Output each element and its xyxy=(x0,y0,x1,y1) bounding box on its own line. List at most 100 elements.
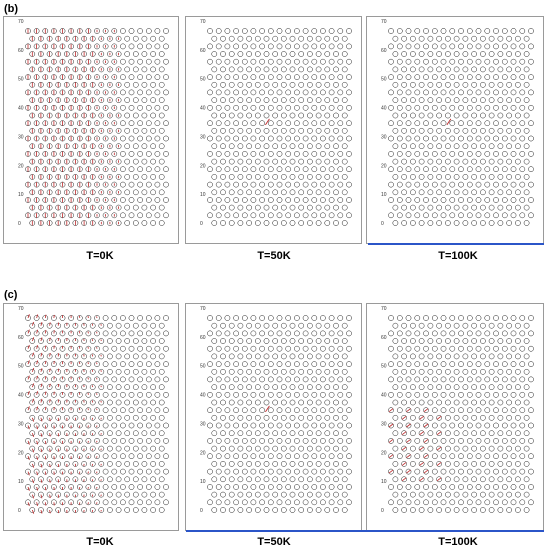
atom-marker xyxy=(128,58,135,65)
atom-marker xyxy=(528,166,534,173)
atom-marker xyxy=(207,315,213,321)
atom-marker xyxy=(519,468,526,475)
atom-marker xyxy=(445,445,451,452)
atom-marker xyxy=(311,28,318,34)
atom-marker xyxy=(453,414,460,421)
atom-marker xyxy=(42,453,49,460)
atom-marker xyxy=(137,422,143,429)
atom-marker xyxy=(410,127,416,134)
atom-marker xyxy=(427,338,434,344)
atom-marker xyxy=(501,391,508,398)
atom-marker xyxy=(68,151,74,157)
atom-marker xyxy=(42,212,49,219)
displacement-arrow xyxy=(36,486,39,491)
atom-marker xyxy=(207,330,213,337)
atom-marker xyxy=(98,507,105,513)
atom-marker xyxy=(320,43,326,50)
atom-marker xyxy=(33,407,40,414)
atom-marker xyxy=(59,151,66,157)
y-tick-label: 60 xyxy=(200,335,206,341)
atom-marker xyxy=(224,104,231,111)
atom-marker xyxy=(163,74,169,80)
atom-marker xyxy=(414,166,421,173)
atom-marker xyxy=(215,197,222,203)
atom-marker xyxy=(272,112,279,119)
y-tick-label: 70 xyxy=(381,306,387,312)
atom-marker xyxy=(94,104,100,111)
atom-marker xyxy=(414,28,421,34)
atom-marker xyxy=(163,197,169,203)
displacement-arrow xyxy=(49,479,51,483)
atom-marker xyxy=(436,368,442,375)
atom-marker xyxy=(141,507,148,513)
atom-marker xyxy=(315,35,322,42)
atom-marker xyxy=(471,384,477,390)
atom-marker xyxy=(497,476,504,483)
atom-marker xyxy=(320,151,326,157)
atom-marker xyxy=(346,499,352,506)
atom-marker xyxy=(85,499,92,506)
atom-marker xyxy=(267,407,274,414)
displacement-arrow xyxy=(49,494,51,499)
atom-marker xyxy=(29,81,36,88)
atom-marker xyxy=(263,445,270,452)
atom-marker xyxy=(224,376,231,383)
atom-marker xyxy=(418,445,425,452)
atom-marker xyxy=(29,174,36,180)
atom-marker xyxy=(233,453,239,460)
atom-marker xyxy=(280,322,287,329)
atom-marker xyxy=(89,112,96,119)
atom-marker xyxy=(141,143,148,150)
atom-marker xyxy=(145,212,152,219)
atom-marker xyxy=(346,212,352,219)
atom-marker xyxy=(276,468,283,475)
atom-marker xyxy=(302,89,309,96)
atom-marker xyxy=(267,28,274,34)
atom-marker xyxy=(137,484,143,490)
atom-marker xyxy=(228,399,235,406)
atom-marker xyxy=(150,384,156,390)
atom-marker xyxy=(324,353,331,360)
atom-marker xyxy=(449,376,456,383)
atom-marker xyxy=(267,135,274,142)
atom-marker xyxy=(107,368,113,375)
atom-marker xyxy=(440,361,447,367)
atom-marker xyxy=(294,181,300,188)
atom-marker xyxy=(475,74,482,80)
atom-marker xyxy=(76,89,83,96)
atom-marker xyxy=(401,158,407,165)
y-tick-label: 0 xyxy=(381,508,384,514)
atom-marker xyxy=(519,151,526,157)
displacement-arrow xyxy=(27,456,30,461)
atom-marker xyxy=(29,220,36,226)
atom-marker xyxy=(85,120,92,127)
atom-marker xyxy=(241,58,248,65)
atom-marker xyxy=(233,58,239,65)
atom-marker xyxy=(241,438,248,444)
atom-marker xyxy=(63,51,70,57)
atom-marker xyxy=(220,384,226,390)
atom-marker xyxy=(76,330,83,337)
atom-marker xyxy=(220,322,226,329)
atom-marker xyxy=(102,376,109,383)
atom-marker xyxy=(418,174,425,180)
atom-marker xyxy=(246,81,252,88)
atom-marker xyxy=(324,81,331,88)
atom-marker xyxy=(115,112,122,119)
atom-marker xyxy=(72,461,79,467)
atom-marker xyxy=(46,97,53,103)
atom-marker xyxy=(46,338,53,344)
displacement-arrow xyxy=(40,509,43,514)
atom-marker xyxy=(98,461,105,467)
displacement-arrow xyxy=(27,375,30,380)
atom-marker xyxy=(307,189,313,196)
atom-marker xyxy=(302,499,309,506)
atom-marker xyxy=(132,204,139,211)
atom-marker xyxy=(488,491,495,498)
atom-marker xyxy=(396,43,403,50)
atom-marker xyxy=(63,189,70,196)
atom-marker xyxy=(466,58,473,65)
atom-marker xyxy=(215,468,222,475)
atom-marker xyxy=(51,120,57,127)
atom-marker xyxy=(510,391,517,398)
